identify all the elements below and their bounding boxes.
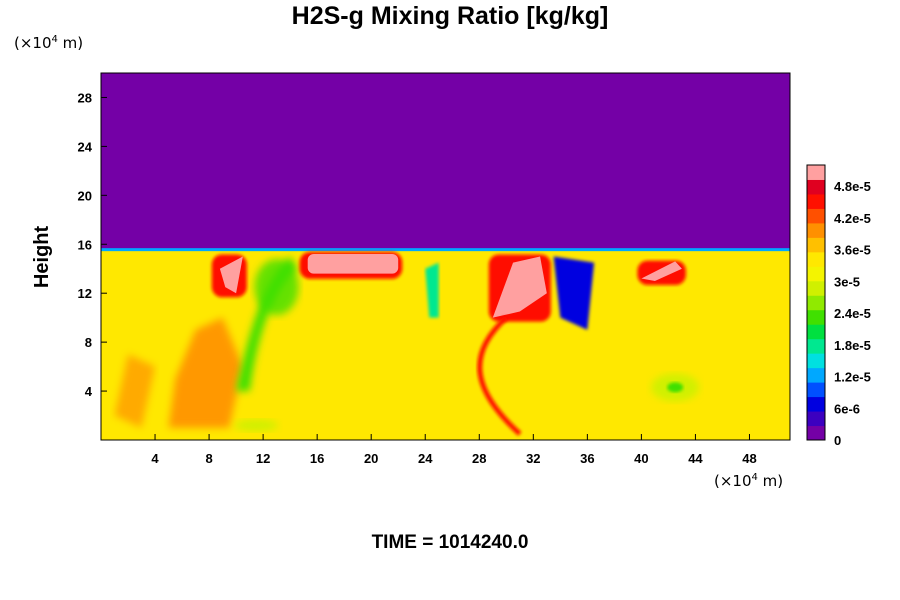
colorbar-tick-label: 2.4e-5 bbox=[834, 306, 871, 321]
x-axis: 4 8 12 16 20 24 28 32 36 40 44 48 bbox=[151, 434, 757, 466]
x-tick-label: 40 bbox=[634, 451, 648, 466]
colorbar-tick-label: 6e-6 bbox=[834, 401, 860, 416]
field-low-cell bbox=[553, 256, 595, 330]
colorbar-swatch bbox=[807, 179, 825, 195]
field-green-blob bbox=[254, 259, 299, 316]
colorbar-swatch bbox=[807, 165, 825, 180]
colorbar-swatch bbox=[807, 353, 825, 369]
y-tick-label: 8 bbox=[85, 335, 92, 350]
x-tick-label: 36 bbox=[580, 451, 594, 466]
y-tick-label: 12 bbox=[78, 286, 92, 301]
field-plume-left bbox=[307, 254, 399, 274]
colorbar-swatch bbox=[807, 396, 825, 412]
field-plume-small bbox=[219, 256, 243, 294]
colorbar-swatch bbox=[807, 208, 825, 224]
colorbar-swatch bbox=[807, 309, 825, 325]
y-tick-label: 24 bbox=[78, 139, 93, 154]
field-plume-main bbox=[492, 256, 547, 318]
colorbar-frame bbox=[806, 164, 826, 441]
field-orange-left bbox=[114, 354, 156, 428]
colorbar-swatch bbox=[807, 425, 825, 441]
colorbar-tick-label: 0 bbox=[834, 433, 841, 448]
field-plume-right bbox=[641, 261, 682, 281]
field-orange-band bbox=[168, 317, 243, 428]
colorbar-tick-label: 4.2e-5 bbox=[834, 211, 871, 226]
colorbar-swatch bbox=[807, 266, 825, 282]
colorbar-swatch bbox=[807, 324, 825, 340]
colorbar-swatch bbox=[807, 411, 825, 427]
x-tick-label: 4 bbox=[151, 451, 159, 466]
colorbar-tick-label: 3.6e-5 bbox=[834, 243, 871, 258]
y-tick-label: 28 bbox=[78, 90, 92, 105]
colorbar-swatch bbox=[807, 338, 825, 354]
colorbar-swatch bbox=[807, 367, 825, 383]
field-red-filament bbox=[477, 315, 522, 436]
time-label: TIME = 1014240.0 bbox=[371, 532, 529, 553]
field-cyan-streak bbox=[425, 262, 439, 318]
y-tick-label: 20 bbox=[78, 188, 92, 203]
y-axis-label: Height bbox=[31, 226, 53, 289]
colorbar-swatch bbox=[807, 193, 825, 209]
x-tick-label: 48 bbox=[742, 451, 756, 466]
heatmap-field bbox=[101, 73, 790, 440]
x-tick-label: 16 bbox=[310, 451, 324, 466]
field-lime-bottom bbox=[234, 419, 279, 432]
colorbar-tick-label: 3e-5 bbox=[834, 274, 860, 289]
colorbar-tick-label: 1.8e-5 bbox=[834, 338, 871, 353]
colorbar-swatch bbox=[807, 251, 825, 267]
x-tick-label: 24 bbox=[418, 451, 433, 466]
x-tick-label: 44 bbox=[688, 451, 703, 466]
field-upper-layer bbox=[101, 73, 790, 250]
field-interface-line bbox=[101, 248, 790, 252]
y-axis-unit: (×104 m) bbox=[14, 34, 84, 52]
x-tick-label: 32 bbox=[526, 451, 540, 466]
plot-frame bbox=[100, 72, 791, 441]
x-tick-label: 20 bbox=[364, 451, 378, 466]
field-green-eddy-right bbox=[667, 382, 684, 393]
chart-title: H2S-g Mixing Ratio [kg/kg] bbox=[291, 2, 609, 30]
colorbar-swatch bbox=[807, 237, 825, 253]
y-tick-label: 4 bbox=[85, 384, 93, 399]
x-tick-label: 28 bbox=[472, 451, 486, 466]
x-tick-label: 12 bbox=[256, 451, 270, 466]
colorbar-swatch bbox=[807, 280, 825, 296]
y-axis: 4 8 12 16 20 24 28 bbox=[78, 90, 107, 399]
x-axis-unit: (×104 m) bbox=[714, 472, 784, 490]
colorbar-tick-label: 4.8e-5 bbox=[834, 179, 871, 194]
colorbar-swatch bbox=[807, 295, 825, 311]
colorbar: 0 6e-6 1.2e-5 1.8e-5 2.4e-5 3e-5 3.6e-5 4.2e-5 4… bbox=[806, 164, 871, 448]
colorbar-tick-label: 1.2e-5 bbox=[834, 370, 871, 385]
x-tick-label: 8 bbox=[205, 451, 212, 466]
colorbar-swatch bbox=[807, 222, 825, 238]
colorbar-swatch bbox=[807, 382, 825, 398]
y-tick-label: 16 bbox=[78, 237, 92, 252]
field-green-arc bbox=[236, 256, 297, 392]
